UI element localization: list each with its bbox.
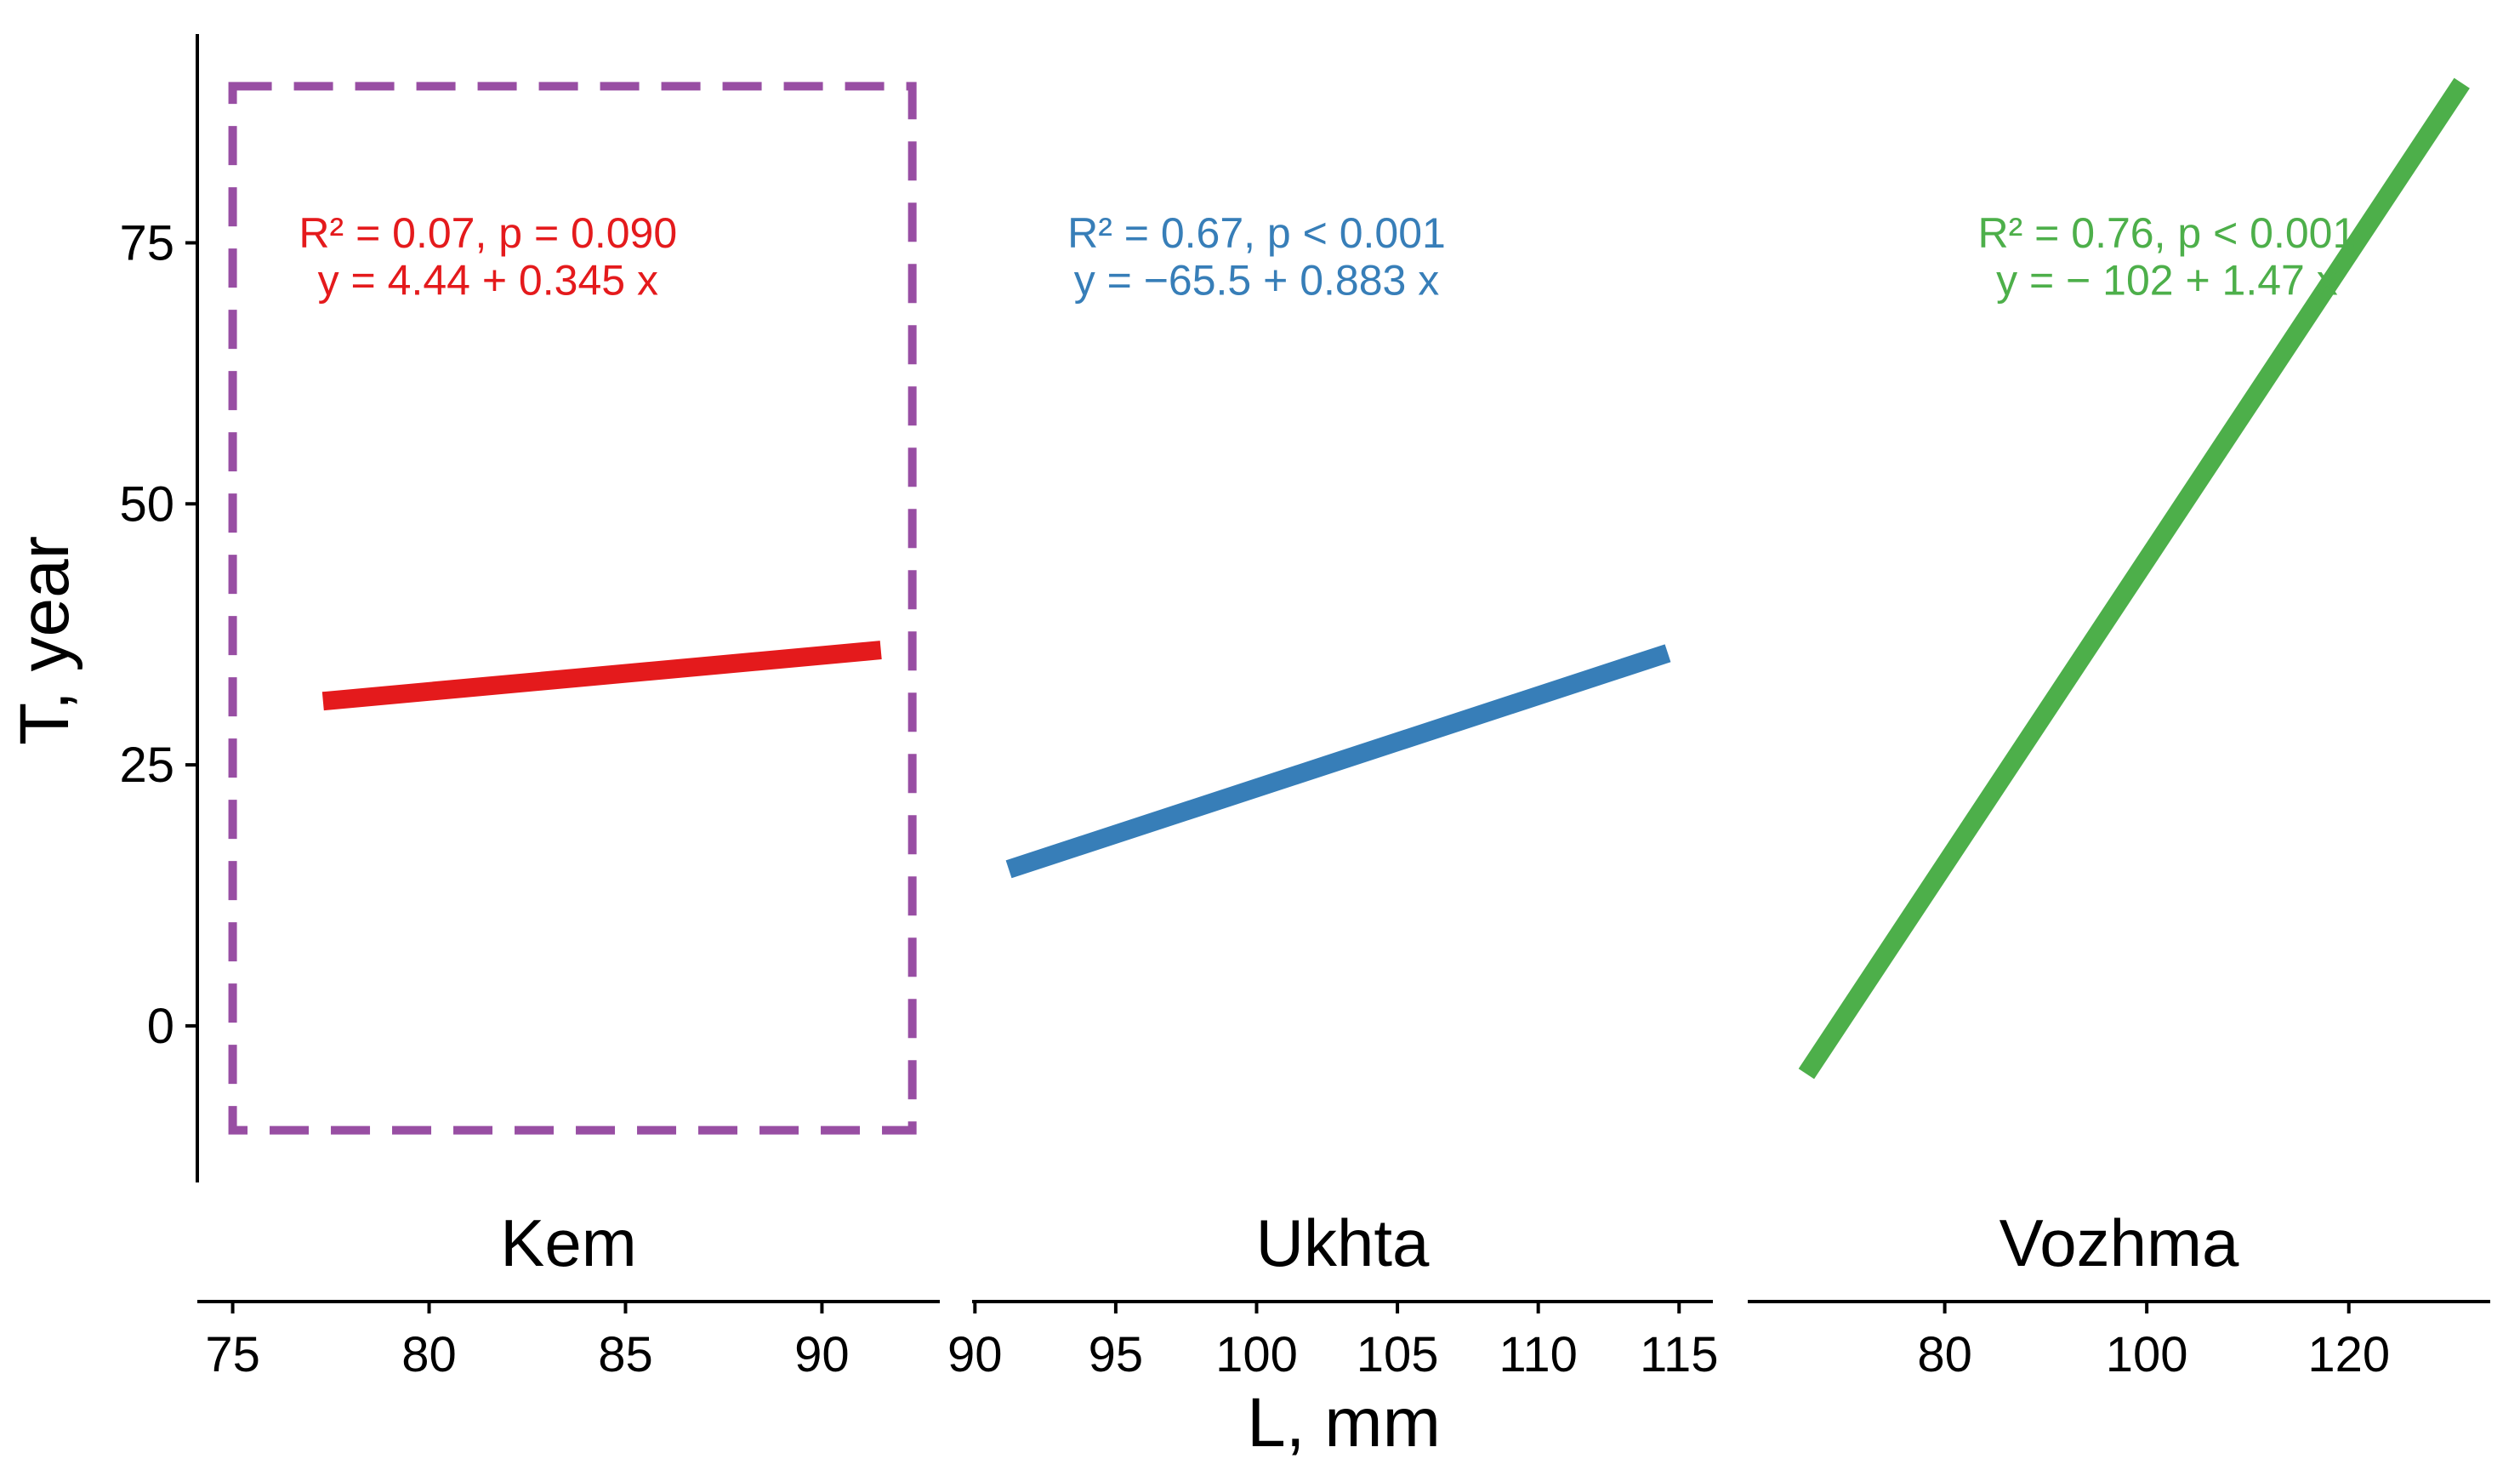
- facet-label-kem: Kem: [500, 1205, 636, 1280]
- x-tick-label: 75: [205, 1327, 260, 1382]
- x-tick-label: 100: [2106, 1327, 2188, 1382]
- x-tick-label: 80: [401, 1327, 457, 1382]
- regression-line-ukhta: [1005, 644, 1671, 879]
- x-tick-label: 100: [1215, 1327, 1298, 1382]
- stats-r2-vozhma: R² = 0.76, p < 0.001: [1978, 209, 2357, 257]
- x-tick-label: 110: [1499, 1327, 1577, 1382]
- stats-equation-kem: y = 4.44 + 0.345 x: [318, 256, 658, 304]
- stats-equation-ukhta: y = −65.5 + 0.883 x: [1074, 256, 1440, 304]
- regression-line-vozhma: [1798, 77, 2470, 1080]
- stats-equation-vozhma: y = − 102 + 1.47 x: [1996, 256, 2338, 304]
- highlight-box: [228, 82, 917, 1135]
- x-tick-label: 85: [598, 1327, 653, 1382]
- x-tick-label: 105: [1357, 1327, 1439, 1382]
- y-tick-label: 75: [119, 215, 174, 271]
- x-tick-label: 80: [1917, 1327, 1972, 1382]
- facet-ukhta: Ukhta 90 95 100 105 110 115 R² = 0.67, p < 0.00…: [947, 209, 1718, 1382]
- y-tick-label: 25: [119, 738, 174, 793]
- x-tick-label: 90: [947, 1327, 1003, 1382]
- x-tick-label: 115: [1640, 1327, 1718, 1382]
- y-tick-label: 0: [147, 999, 174, 1054]
- x-axis-title: L, mm: [1247, 1384, 1441, 1461]
- regression-line-kem: [321, 641, 882, 711]
- stats-r2-ukhta: R² = 0.67, p < 0.001: [1067, 209, 1446, 257]
- x-tick-label: 95: [1089, 1327, 1144, 1382]
- stats-r2-kem: R² = 0.07, p = 0.090: [299, 209, 677, 257]
- y-tick-label: 50: [119, 476, 174, 532]
- x-tick-label: 120: [2307, 1327, 2390, 1382]
- y-axis-title: T, year: [6, 536, 83, 745]
- facet-label-vozhma: Vozhma: [2000, 1205, 2239, 1280]
- facet-label-ukhta: Ukhta: [1256, 1205, 1430, 1280]
- x-tick-label: 90: [794, 1327, 850, 1382]
